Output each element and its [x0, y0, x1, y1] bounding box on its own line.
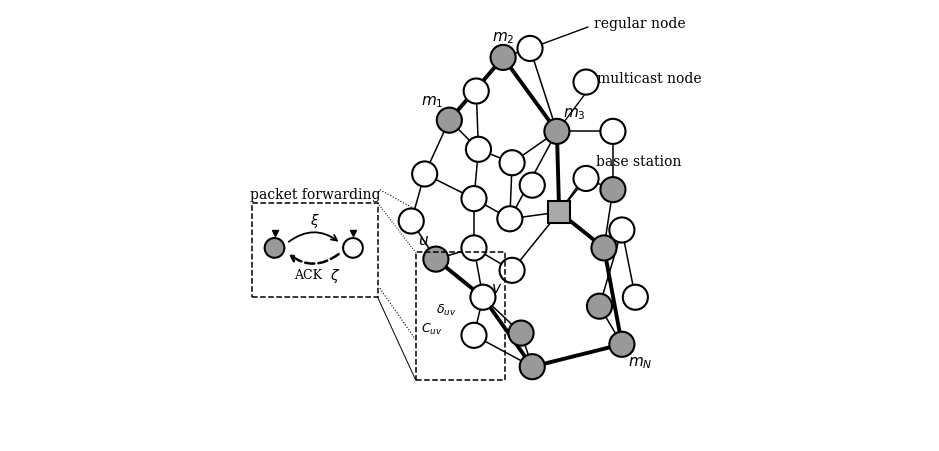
Circle shape: [509, 321, 533, 345]
Circle shape: [609, 332, 635, 357]
Circle shape: [587, 294, 612, 319]
Text: $m_N$: $m_N$: [628, 355, 653, 371]
Text: $C_{uv}$: $C_{uv}$: [421, 322, 442, 337]
Circle shape: [490, 45, 516, 70]
Text: multicast node: multicast node: [597, 72, 701, 87]
Text: base station: base station: [596, 155, 682, 169]
Circle shape: [609, 217, 635, 243]
FancyArrowPatch shape: [289, 232, 337, 242]
Circle shape: [470, 285, 496, 310]
Text: $\zeta$: $\zeta$: [330, 267, 340, 285]
Circle shape: [343, 238, 362, 258]
Circle shape: [464, 78, 489, 104]
Text: $m_1$: $m_1$: [421, 94, 443, 110]
Text: $\delta_{uv}$: $\delta_{uv}$: [436, 303, 456, 318]
Text: regular node: regular node: [594, 17, 685, 31]
Circle shape: [498, 206, 522, 231]
Bar: [547, 201, 570, 223]
Bar: [252, 203, 377, 297]
Circle shape: [600, 119, 625, 144]
Circle shape: [399, 208, 423, 234]
Circle shape: [574, 166, 598, 191]
Circle shape: [412, 161, 438, 187]
Circle shape: [600, 177, 625, 202]
Circle shape: [545, 119, 569, 144]
Circle shape: [517, 36, 543, 61]
Circle shape: [592, 235, 617, 261]
Text: ACK: ACK: [294, 269, 322, 282]
Circle shape: [500, 150, 525, 175]
Circle shape: [623, 285, 648, 310]
Circle shape: [423, 247, 449, 272]
Circle shape: [461, 186, 486, 211]
Bar: [416, 253, 505, 380]
Text: $\xi$: $\xi$: [310, 212, 320, 230]
Text: $m_2$: $m_2$: [492, 31, 515, 46]
Circle shape: [461, 235, 486, 261]
Circle shape: [466, 137, 491, 162]
Circle shape: [519, 173, 545, 198]
Text: $v$: $v$: [491, 282, 502, 296]
Circle shape: [519, 354, 545, 379]
Circle shape: [437, 108, 462, 133]
Text: packet forwarding: packet forwarding: [250, 189, 380, 202]
Circle shape: [461, 323, 486, 348]
Circle shape: [500, 258, 525, 283]
Text: $m_3$: $m_3$: [563, 106, 586, 122]
Text: $u$: $u$: [418, 234, 429, 248]
FancyArrowPatch shape: [291, 254, 339, 264]
Circle shape: [265, 238, 285, 258]
Circle shape: [574, 69, 598, 95]
